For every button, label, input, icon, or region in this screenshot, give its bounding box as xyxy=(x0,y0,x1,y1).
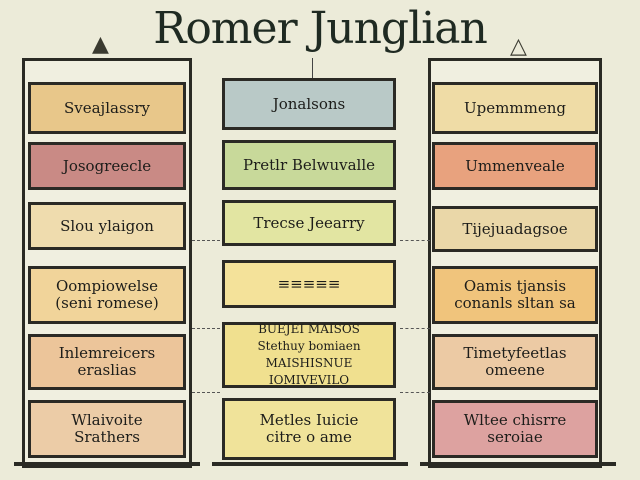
diagram-title: Romer Junglian xyxy=(153,3,488,54)
connector xyxy=(192,240,220,241)
left-column-box: Wlaivoite Srathers xyxy=(28,400,186,458)
box-label: Sveajlassry xyxy=(63,98,150,117)
left-column-box: Slou ylaigon xyxy=(28,202,186,250)
middle-column-box: Jonalsons xyxy=(222,78,396,130)
middle-column-box: BUEJEI MAISOS Stethuy bomiaen MAISHISNUE I… xyxy=(222,322,396,388)
box-label: MAISHISNUE IOMIVEVILO xyxy=(265,356,353,387)
box-label: Trecse Jeearry xyxy=(253,213,365,232)
box-label: citre o ame xyxy=(266,428,352,446)
box-label: Wltee chisrre xyxy=(463,411,567,429)
box-label: conanls sltan sa xyxy=(454,294,576,312)
middle-top-connector xyxy=(312,58,313,78)
box-label: Srathers xyxy=(74,428,140,446)
left-hanger-icon: ▲ xyxy=(92,32,109,57)
box-label: omeene xyxy=(485,361,545,379)
left-column-box: Oompiowelse (seni romese) xyxy=(28,266,186,324)
box-label: Timetyfeetlas xyxy=(463,344,567,362)
left-column-box: Josogreecle xyxy=(28,142,186,190)
box-label: Upemmmeng xyxy=(464,98,566,117)
left-column-box: Inlemreicers eraslias xyxy=(28,334,186,390)
box-label: Tijejuadagsoe xyxy=(462,219,568,238)
middle-column-box: ≡≡≡≡≡ xyxy=(222,260,396,308)
right-column-box: Tijejuadagsoe xyxy=(432,206,598,252)
box-label: ≡≡≡≡≡ xyxy=(277,274,341,293)
box-label: BUEJEI MAISOS xyxy=(258,322,360,336)
box-label: Oompiowelse xyxy=(55,277,159,295)
right-column-box: Oamis tjansis conanls sltan sa xyxy=(432,266,598,324)
middle-column-box: Trecse Jeearry xyxy=(222,200,396,246)
right-column-box: Ummenveale xyxy=(432,142,598,190)
box-label: Stethuy bomiaen xyxy=(257,339,361,353)
right-column-box: Wltee chisrre seroiae xyxy=(432,400,598,458)
right-column-box: Timetyfeetlas omeene xyxy=(432,334,598,390)
connector xyxy=(400,392,430,393)
box-label: Wlaivoite xyxy=(71,411,143,429)
right-column-box: Upemmmeng xyxy=(432,82,598,134)
box-label: Metles Iuicie xyxy=(259,411,359,429)
box-label: Slou ylaigon xyxy=(60,216,154,235)
connector xyxy=(192,328,220,329)
middle-base xyxy=(212,462,408,466)
box-label: Inlemreicers xyxy=(58,344,156,362)
left-column-box: Sveajlassry xyxy=(28,82,186,134)
left-base xyxy=(14,462,200,466)
right-base xyxy=(420,462,616,466)
middle-column-box: Pretlr Belwuvalle xyxy=(222,140,396,190)
box-label: Jonalsons xyxy=(272,94,346,113)
box-label: Oamis tjansis xyxy=(463,277,567,295)
connector xyxy=(400,240,430,241)
right-hanger-icon: △ xyxy=(510,34,527,59)
connector xyxy=(192,392,220,393)
connector xyxy=(400,328,430,329)
box-label: seroiae xyxy=(487,428,543,446)
middle-column-box: Metles Iuicie citre o ame xyxy=(222,398,396,460)
box-label: eraslias xyxy=(77,361,137,379)
box-label: (seni romese) xyxy=(55,294,159,312)
box-label: Ummenveale xyxy=(465,156,565,175)
box-label: Josogreecle xyxy=(62,156,152,175)
box-label: Pretlr Belwuvalle xyxy=(243,155,375,174)
